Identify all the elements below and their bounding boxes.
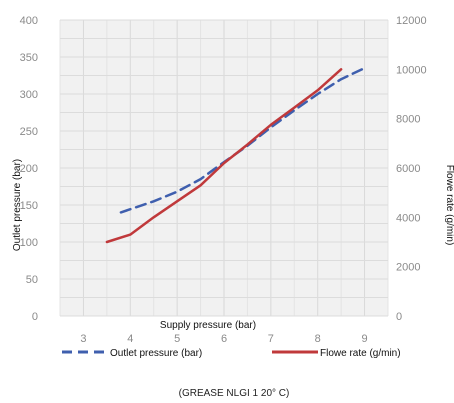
right-tick-label: 12000 <box>396 15 427 27</box>
left-axis-title: Outlet pressure (bar) <box>12 159 23 251</box>
left-tick-label: 50 <box>26 274 38 286</box>
x-axis-title: Supply pressure (bar) <box>160 320 256 331</box>
x-tick-label: 9 <box>362 333 368 345</box>
x-tick-label: 6 <box>221 333 227 345</box>
x-tick-label: 4 <box>127 333 133 345</box>
left-tick-label: 100 <box>20 237 38 249</box>
left-tick-label: 150 <box>20 200 38 212</box>
series-line-flow-rate <box>105 68 343 244</box>
x-tick-label: 7 <box>268 333 274 345</box>
horizontal-gridlines <box>60 19 388 317</box>
right-tick-label: 4000 <box>396 212 420 224</box>
right-tick-label: 6000 <box>396 163 420 175</box>
left-tick-label: 400 <box>20 15 38 27</box>
right-axis-title: Flowe rate (g/min) <box>444 165 454 246</box>
x-tick-label: 8 <box>315 333 321 345</box>
left-tick-label: 300 <box>20 89 38 101</box>
series-layer <box>105 66 366 244</box>
right-tick-label: 0 <box>396 311 402 323</box>
legend-label-outlet-pressure: Outlet pressure (bar) <box>110 348 202 359</box>
right-tick-label: 10000 <box>396 64 427 76</box>
legend-label-flow-rate: Flowe rate (g/min) <box>320 348 401 359</box>
x-tick-label: 3 <box>80 333 86 345</box>
left-tick-label: 0 <box>32 311 38 323</box>
left-tick-label: 200 <box>20 163 38 175</box>
right-tick-label: 8000 <box>396 114 420 126</box>
right-axis-ticks: 0 2000 4000 6000 8000 10000 12000 <box>396 15 427 323</box>
x-tick-label: 5 <box>174 333 180 345</box>
chart-caption: (GREASE NLGI 1 20° C) <box>179 388 290 399</box>
left-tick-label: 350 <box>20 52 38 64</box>
left-axis-ticks: 0 50 100 150 200 250 300 350 400 <box>20 15 38 323</box>
legend: Outlet pressure (bar) Flowe rate (g/min) <box>62 348 401 359</box>
right-tick-label: 2000 <box>396 262 420 274</box>
left-tick-label: 250 <box>20 126 38 138</box>
x-axis-ticks: 3 4 5 6 7 8 9 <box>80 333 367 345</box>
